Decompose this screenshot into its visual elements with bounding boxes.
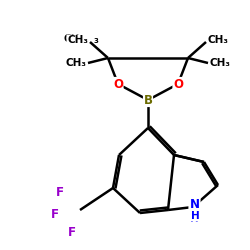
Text: 3: 3 bbox=[94, 38, 99, 44]
Text: O: O bbox=[173, 78, 183, 90]
Text: O: O bbox=[113, 78, 123, 90]
Text: F: F bbox=[51, 208, 59, 222]
Text: H: H bbox=[190, 214, 198, 224]
Text: CH₃: CH₃ bbox=[67, 35, 88, 45]
Text: CH₃: CH₃ bbox=[65, 58, 86, 68]
Text: CH: CH bbox=[64, 34, 80, 44]
Text: CH₃: CH₃ bbox=[210, 58, 231, 68]
Text: B: B bbox=[144, 94, 152, 106]
Text: H: H bbox=[191, 211, 200, 221]
Text: N: N bbox=[190, 198, 200, 211]
Text: CH₃: CH₃ bbox=[208, 35, 229, 45]
Text: F: F bbox=[56, 186, 64, 200]
Text: N: N bbox=[189, 202, 199, 215]
Text: F: F bbox=[68, 226, 76, 238]
